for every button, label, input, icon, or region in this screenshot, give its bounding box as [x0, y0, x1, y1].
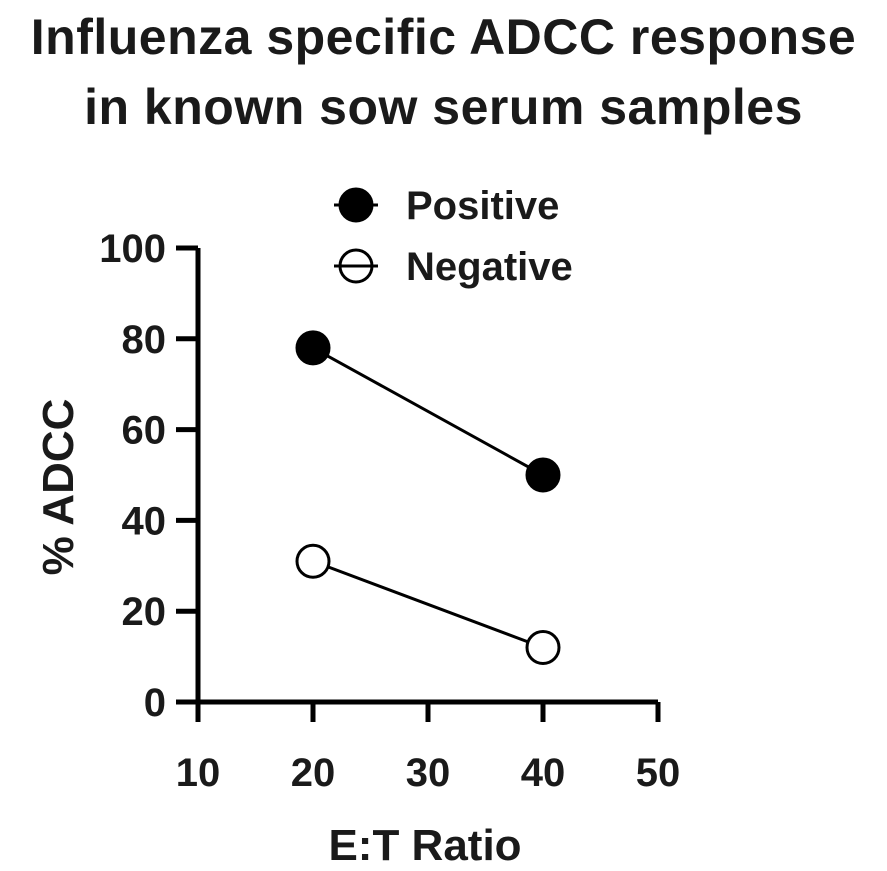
series-line-positive	[312, 346, 544, 477]
x-ticks: 10 20 30 40 50	[176, 702, 681, 795]
chart-title-line-1: Influenza specific ADCC response	[30, 9, 857, 65]
x-axis-label: E:T Ratio	[328, 821, 521, 870]
data-point-negative	[295, 543, 331, 579]
series-line-negative	[312, 559, 544, 649]
legend-marker-positive	[338, 187, 374, 223]
x-tick-label: 50	[636, 751, 681, 795]
y-tick-label: 40	[122, 499, 167, 543]
x-tick-label: 10	[176, 751, 221, 795]
x-tick-label: 30	[406, 751, 451, 795]
data-point-positive	[295, 330, 331, 366]
x-tick-label: 20	[291, 751, 336, 795]
y-tick-label: 60	[122, 409, 167, 453]
y-tick-label: 20	[122, 590, 167, 634]
y-ticks: 0 20 40 60 80 100	[99, 227, 198, 725]
y-axis-label: % ADCC	[34, 399, 83, 576]
y-tick-label: 80	[122, 318, 167, 362]
x-tick-label: 40	[521, 751, 566, 795]
y-tick-label: 100	[99, 227, 166, 271]
y-tick-label: 0	[144, 681, 166, 725]
legend: Positive Negative	[334, 184, 573, 289]
legend-label-positive: Positive	[406, 184, 559, 228]
chart-title-line-2: in known sow serum samples	[84, 79, 803, 135]
series-layer	[295, 330, 561, 666]
data-point-positive	[525, 457, 561, 493]
legend-label-negative: Negative	[406, 245, 573, 289]
data-point-negative	[525, 630, 561, 666]
